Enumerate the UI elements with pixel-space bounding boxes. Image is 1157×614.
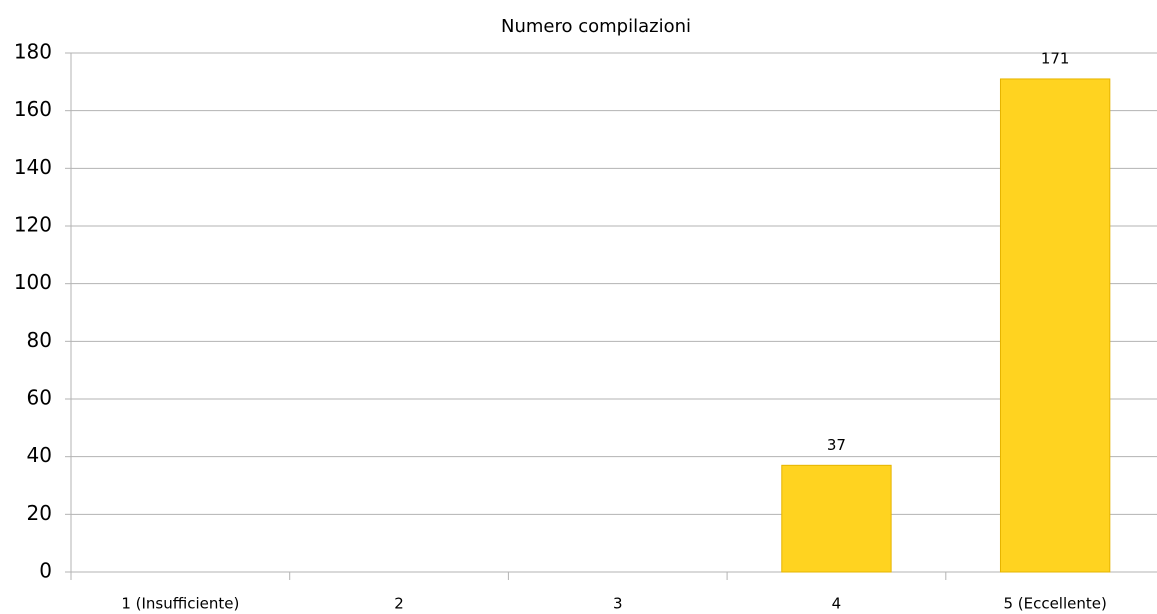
y-tick-label: 180 [14, 40, 52, 64]
y-tick-label: 80 [27, 328, 52, 352]
x-tick-label: 4 [832, 595, 842, 613]
y-tick-label: 100 [14, 270, 52, 294]
data-label: 37 [827, 436, 846, 454]
y-tick-label: 40 [27, 443, 52, 467]
x-tick-label: 1 (Insufficiente) [121, 595, 239, 613]
x-tick-label: 3 [613, 595, 623, 613]
x-tick-label: 2 [394, 595, 404, 613]
y-tick-label: 60 [27, 386, 52, 410]
bar [999, 78, 1111, 573]
bar [781, 464, 892, 573]
x-tick-label: 5 (Eccellente) [1003, 595, 1106, 613]
y-tick-label: 20 [27, 501, 52, 525]
y-tick-label: 140 [14, 155, 52, 179]
y-tick-label: 0 [39, 559, 52, 583]
chart-title: Numero compilazioni [501, 16, 691, 37]
y-tick-label: 160 [14, 97, 52, 121]
data-label: 171 [1041, 49, 1070, 67]
y-tick-label: 120 [14, 213, 52, 237]
